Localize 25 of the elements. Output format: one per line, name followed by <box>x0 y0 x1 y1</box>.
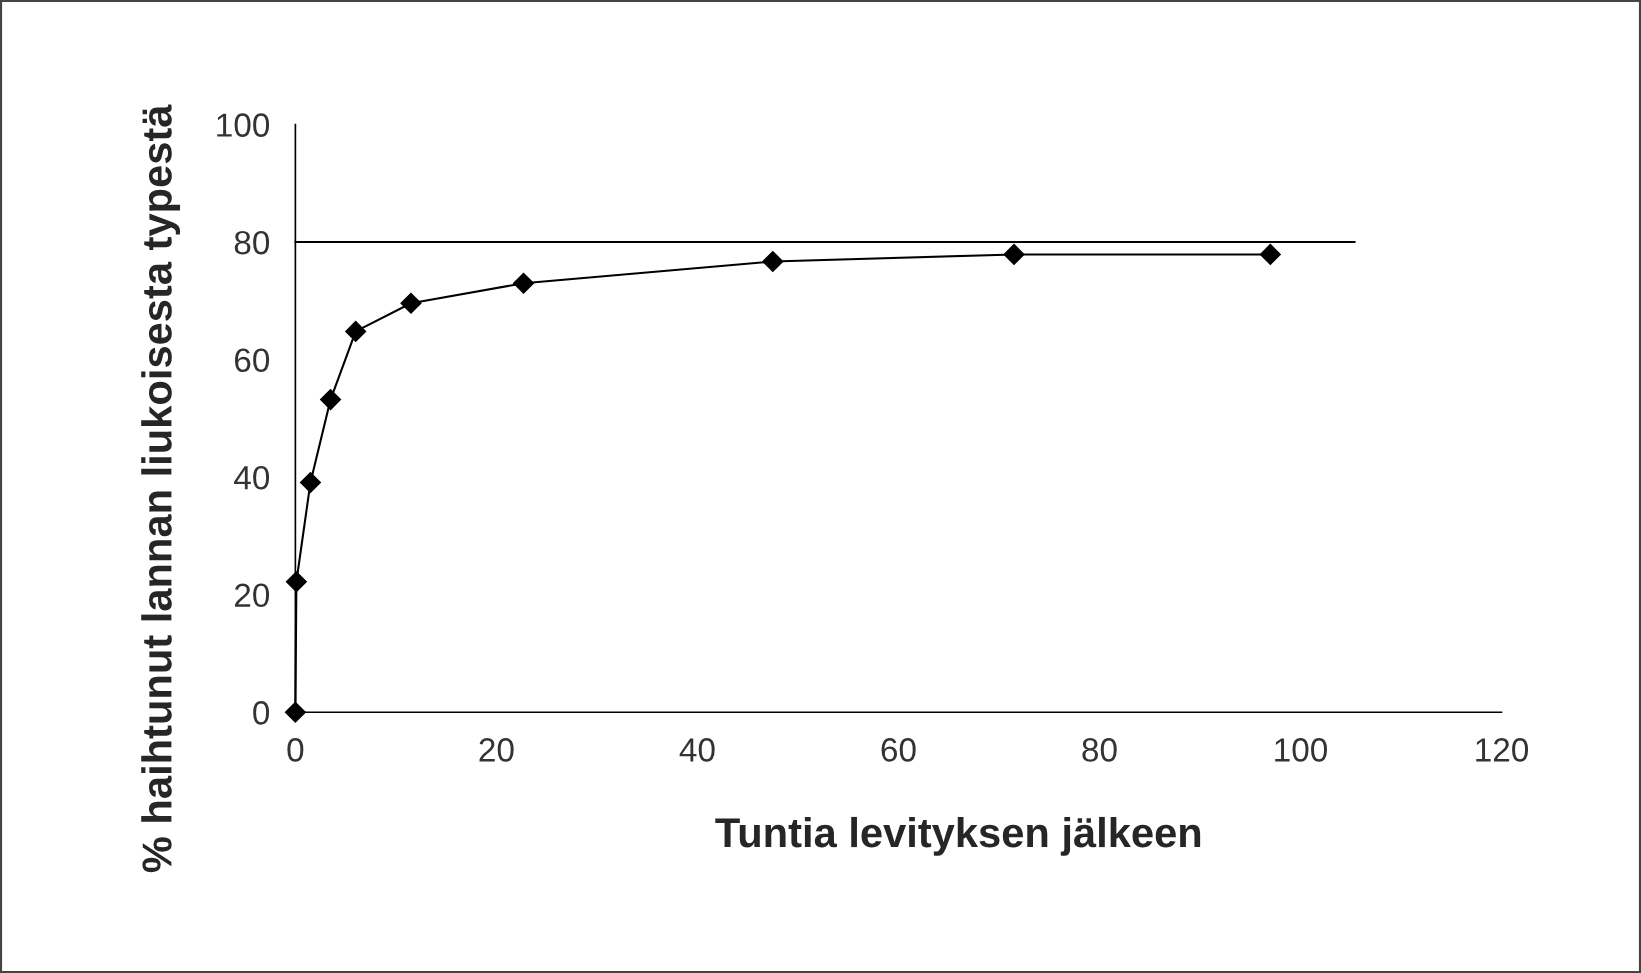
y-tick-label: 100 <box>217 113 270 137</box>
point <box>320 389 342 411</box>
x-tick-label: 0 <box>287 738 304 762</box>
x-tick-label: 120 <box>1476 738 1529 762</box>
y-tick-label: 20 <box>234 583 270 608</box>
x-tick-label: 80 <box>1082 738 1117 762</box>
point <box>345 320 367 342</box>
x-tick-label: 60 <box>881 738 916 762</box>
point <box>1259 243 1281 265</box>
y-axis-title: % haihtunut lannan liukoisesta typestä <box>141 104 181 873</box>
point <box>1003 243 1025 265</box>
y-tick-label: 80 <box>234 230 270 255</box>
point <box>284 701 306 723</box>
point <box>285 571 307 593</box>
point <box>400 292 422 314</box>
x-tick-label: 100 <box>1275 738 1327 762</box>
point <box>762 250 784 272</box>
point <box>299 471 321 493</box>
x-axis-title: Tuntia levityksen jälkeen <box>715 816 1201 856</box>
point <box>513 272 535 294</box>
y-tick-label: 0 <box>253 701 270 725</box>
y-tick-label: 40 <box>234 465 270 490</box>
x-tick-label: 20 <box>479 738 514 762</box>
x-tick-label: 40 <box>679 738 715 762</box>
y-tick-label: 60 <box>235 348 270 373</box>
